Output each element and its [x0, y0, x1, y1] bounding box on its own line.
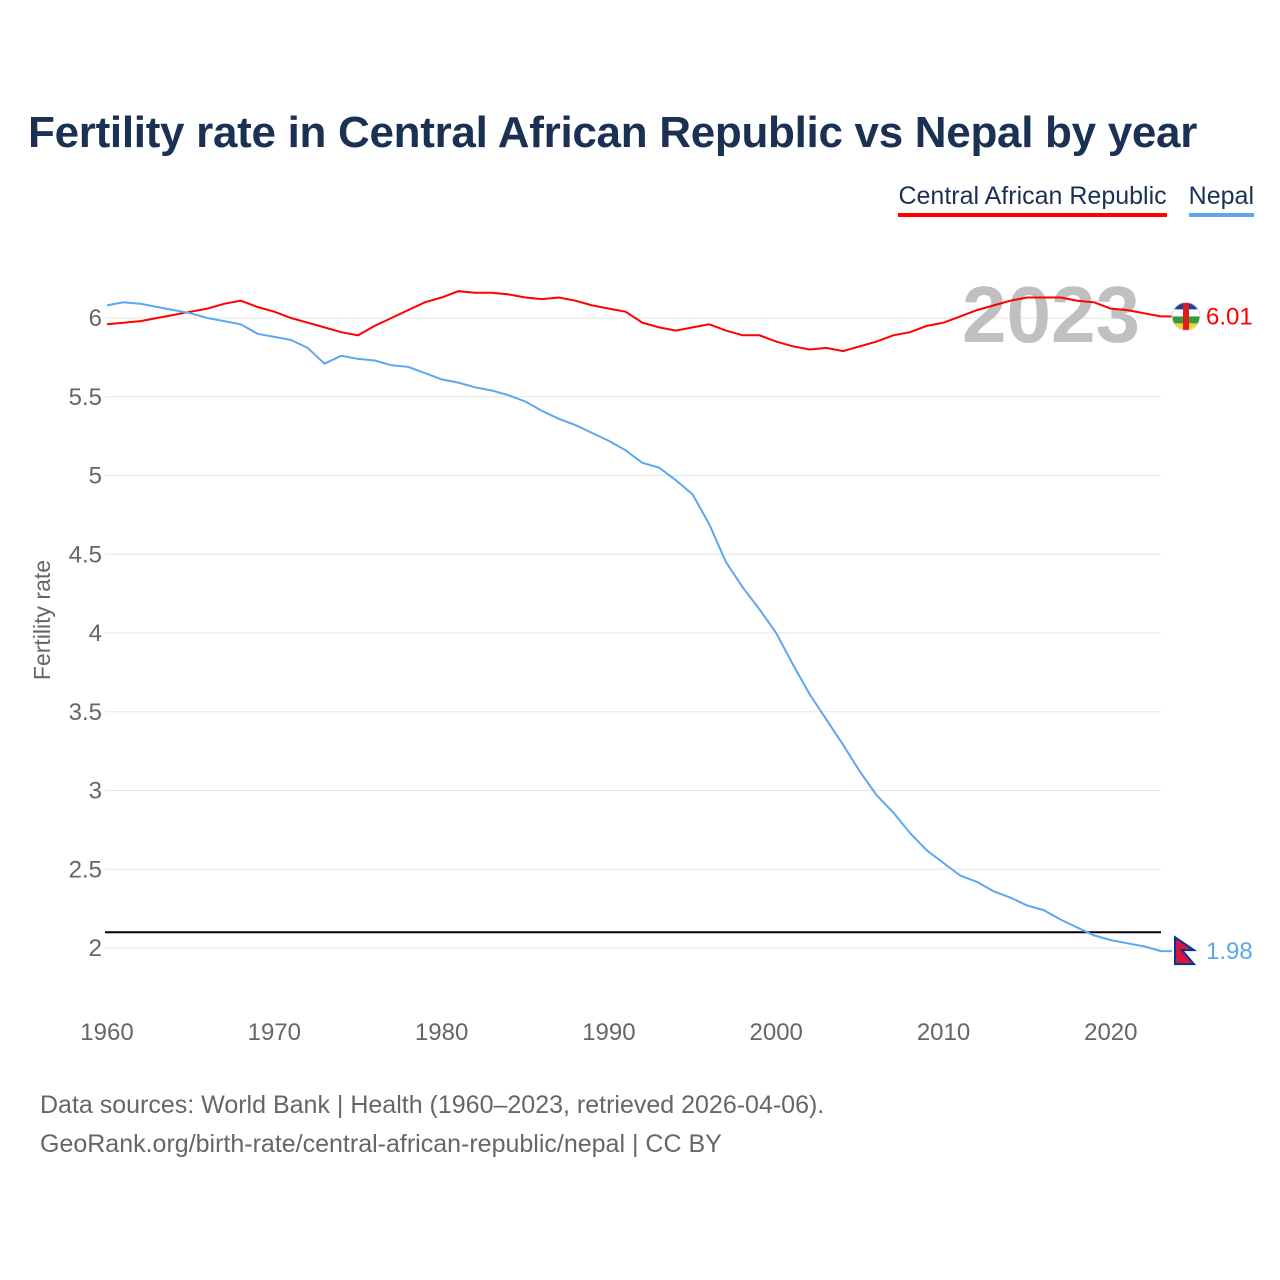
end-value-label: 1.98 — [1206, 938, 1253, 965]
series-line-nepal — [106, 301, 1162, 953]
x-tick-label: 1970 — [248, 1019, 301, 1046]
flag-stripe — [1183, 302, 1189, 331]
source-line-1: Data sources: World Bank | Health (1960–… — [40, 1091, 825, 1119]
x-tick-label: 1990 — [582, 1019, 635, 1046]
y-tick-label: 2 — [89, 935, 102, 962]
x-tick-label: 2010 — [917, 1019, 970, 1046]
y-tick-label: 5.5 — [69, 384, 102, 411]
y-tick-label: 2.5 — [69, 856, 102, 883]
y-tick-label: 5 — [89, 463, 102, 490]
nepal-flag-shape — [1174, 935, 1198, 966]
y-tick-label: 4.5 — [69, 541, 102, 568]
x-tick-label: 1980 — [415, 1019, 468, 1046]
y-axis-label: Fertility rate — [29, 560, 55, 680]
x-tick-label: 2000 — [750, 1019, 803, 1046]
source-note: Data sources: World Bank | Health (1960–… — [40, 1086, 824, 1164]
end-value-label: 6.01 — [1206, 303, 1253, 330]
y-tick-label: 3 — [89, 778, 102, 805]
source-line-2[interactable]: GeoRank.org/birth-rate/central-african-r… — [40, 1130, 722, 1158]
x-tick-label: 1960 — [80, 1019, 133, 1046]
year-label: 2023 — [962, 270, 1140, 359]
chart-title: Fertility rate in Central African Republ… — [28, 108, 1198, 157]
legend: Central African Republic Nepal — [898, 182, 1254, 217]
y-tick-label: 4 — [89, 620, 102, 647]
y-tick-label: 6 — [89, 305, 102, 332]
legend-item-car[interactable]: Central African Republic — [898, 182, 1167, 217]
x-tick-label: 2020 — [1084, 1019, 1137, 1046]
legend-item-nepal[interactable]: Nepal — [1188, 182, 1254, 217]
y-tick-label: 3.5 — [69, 699, 102, 726]
series-line-car — [106, 290, 1162, 353]
car-flag-icon — [1171, 301, 1201, 331]
